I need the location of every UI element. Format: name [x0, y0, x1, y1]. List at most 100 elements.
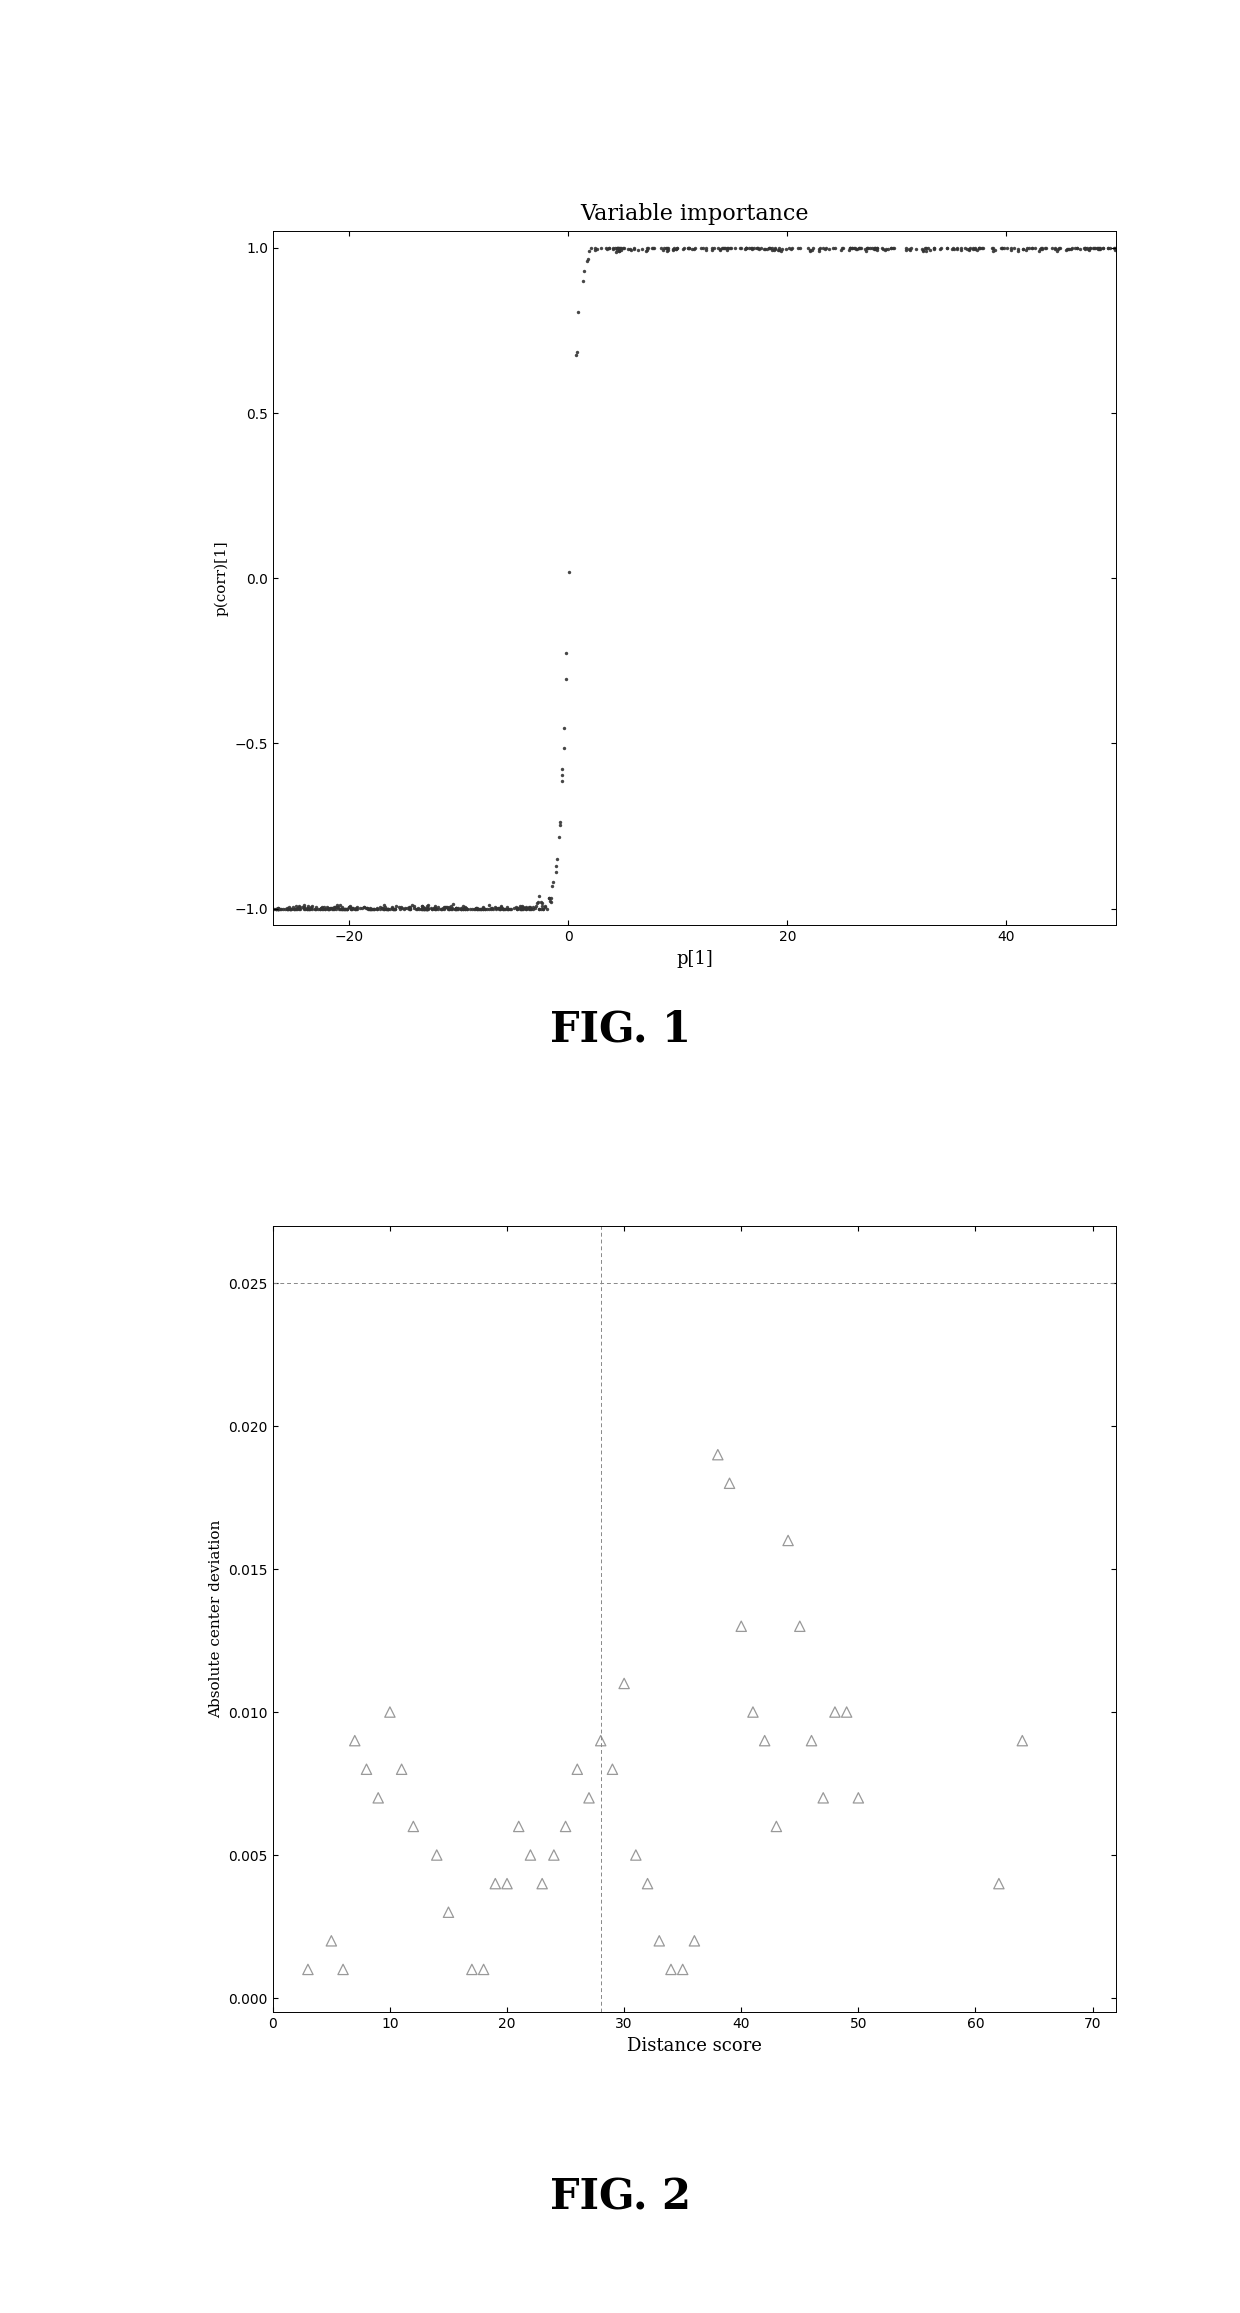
Point — [873, 231, 893, 268]
Point — [711, 231, 730, 268]
Point — [574, 252, 594, 289]
Point — [520, 888, 539, 925]
Point — [471, 891, 491, 928]
Point — [443, 891, 463, 928]
Point — [1013, 231, 1033, 268]
Point — [1070, 231, 1090, 268]
Point — [367, 891, 387, 928]
Point — [748, 229, 768, 266]
Point — [658, 229, 678, 266]
Point — [317, 888, 337, 925]
Point — [1004, 229, 1024, 266]
Point — [361, 891, 381, 928]
Point — [608, 229, 627, 266]
Point — [508, 1809, 528, 1846]
Point — [951, 229, 971, 266]
Point — [1001, 231, 1021, 268]
Point — [542, 867, 562, 904]
Point — [280, 891, 300, 928]
Point — [347, 891, 367, 928]
Point — [1033, 231, 1053, 268]
Point — [278, 891, 298, 928]
Point — [455, 891, 475, 928]
Title: Variable importance: Variable importance — [580, 204, 808, 224]
Point — [295, 891, 315, 928]
Point — [673, 229, 693, 266]
Point — [1050, 229, 1070, 266]
Point — [667, 229, 687, 266]
Point — [424, 891, 444, 928]
Point — [696, 231, 715, 268]
Point — [1099, 229, 1118, 266]
Point — [413, 888, 433, 925]
Point — [606, 234, 626, 271]
Point — [663, 231, 683, 268]
Point — [657, 231, 677, 268]
Point — [319, 891, 339, 928]
Point — [839, 229, 859, 266]
Point — [374, 891, 394, 928]
Point — [712, 229, 732, 266]
Point — [451, 891, 471, 928]
Point — [414, 891, 434, 928]
Point — [446, 891, 466, 928]
Point — [846, 229, 866, 266]
Point — [479, 891, 498, 928]
Point — [438, 888, 458, 925]
Point — [1016, 231, 1035, 268]
Point — [526, 891, 546, 928]
Point — [460, 891, 480, 928]
Point — [739, 229, 759, 266]
Point — [609, 231, 629, 268]
Point — [972, 229, 992, 266]
Point — [337, 891, 357, 928]
Point — [491, 888, 511, 925]
Point — [418, 888, 438, 925]
Point — [291, 888, 311, 925]
Point — [1035, 229, 1055, 266]
Point — [363, 891, 383, 928]
Point — [532, 884, 552, 921]
Point — [673, 1950, 693, 1987]
Point — [658, 231, 678, 268]
Point — [311, 891, 331, 928]
Point — [301, 891, 321, 928]
Point — [962, 231, 982, 268]
Point — [539, 884, 559, 921]
Point — [992, 229, 1012, 266]
Point — [472, 891, 492, 928]
Point — [280, 891, 300, 928]
Point — [621, 231, 641, 268]
Point — [501, 891, 521, 928]
Point — [754, 229, 774, 266]
Point — [1092, 229, 1112, 266]
Point — [298, 888, 317, 925]
Point — [813, 1779, 833, 1816]
Point — [399, 891, 419, 928]
Point — [412, 888, 432, 925]
Point — [585, 231, 605, 268]
Point — [479, 886, 498, 923]
Point — [735, 231, 755, 268]
Point — [749, 231, 769, 268]
Point — [696, 229, 715, 266]
Point — [330, 891, 350, 928]
Point — [642, 229, 662, 266]
Point — [486, 891, 506, 928]
Point — [451, 891, 471, 928]
Point — [587, 231, 606, 268]
Point — [510, 888, 529, 925]
Point — [810, 229, 830, 266]
Point — [377, 891, 397, 928]
Point — [474, 888, 494, 925]
Point — [994, 229, 1014, 266]
Point — [1063, 229, 1083, 266]
Point — [321, 891, 341, 928]
Point — [962, 229, 982, 266]
Point — [847, 231, 867, 268]
Point — [283, 888, 303, 925]
Point — [761, 231, 781, 268]
Point — [337, 891, 357, 928]
Point — [458, 891, 477, 928]
Point — [332, 891, 352, 928]
